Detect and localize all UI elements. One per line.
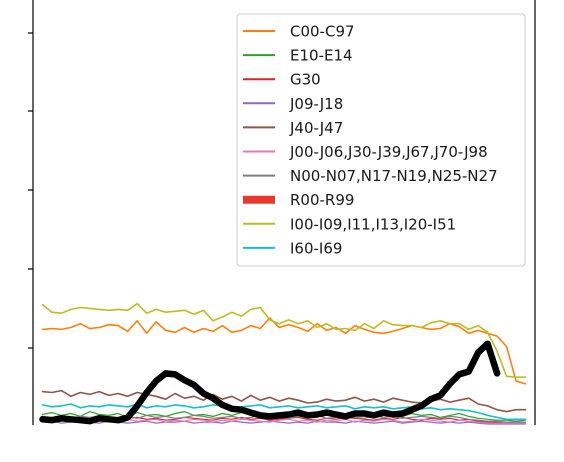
series-line-j40-j47	[41, 389, 527, 413]
series-line-j09-j18	[41, 419, 527, 425]
legend-label-r00-r99: R00-R99	[290, 191, 354, 209]
legend-label-g30: G30	[290, 71, 321, 89]
legend-label-j40-j47: J40-J47	[289, 119, 343, 137]
series-line-c00-c97	[41, 317, 527, 385]
plot-area	[39, 302, 527, 425]
legend-label-j00-j06-j30-j39-j67-j70-j98: J00-J06,J30-J39,J67,J70-J98	[289, 143, 488, 161]
legend-label-i00-i09-i11-i13-i20-i51: I00-I09,I11,I13,I20-I51	[290, 215, 456, 233]
legend-label-n00-n07-n17-n19-n25-n27: N00-N07,N17-N19,N25-N27	[290, 167, 498, 185]
legend-label-c00-c97: C00-C97	[290, 23, 355, 41]
legend: C00-C97 E10-E14 G30 J09-J18 J40-J47 J00-J06,J…	[236, 13, 526, 267]
legend-label-j09-j18: J09-J18	[289, 95, 343, 113]
series-line-i60-i69	[41, 403, 527, 421]
legend-label-i60-i69: I60-I69	[290, 239, 342, 257]
legend-label-e10-e14: E10-E14	[290, 47, 353, 65]
series-line-i00-i09-i11-i13-i20-i51	[41, 302, 527, 379]
axes-frame	[28, 0, 536, 425]
series-lines	[39, 302, 527, 425]
series-line-r00-r99	[39, 340, 501, 425]
legend-box	[236, 13, 526, 267]
